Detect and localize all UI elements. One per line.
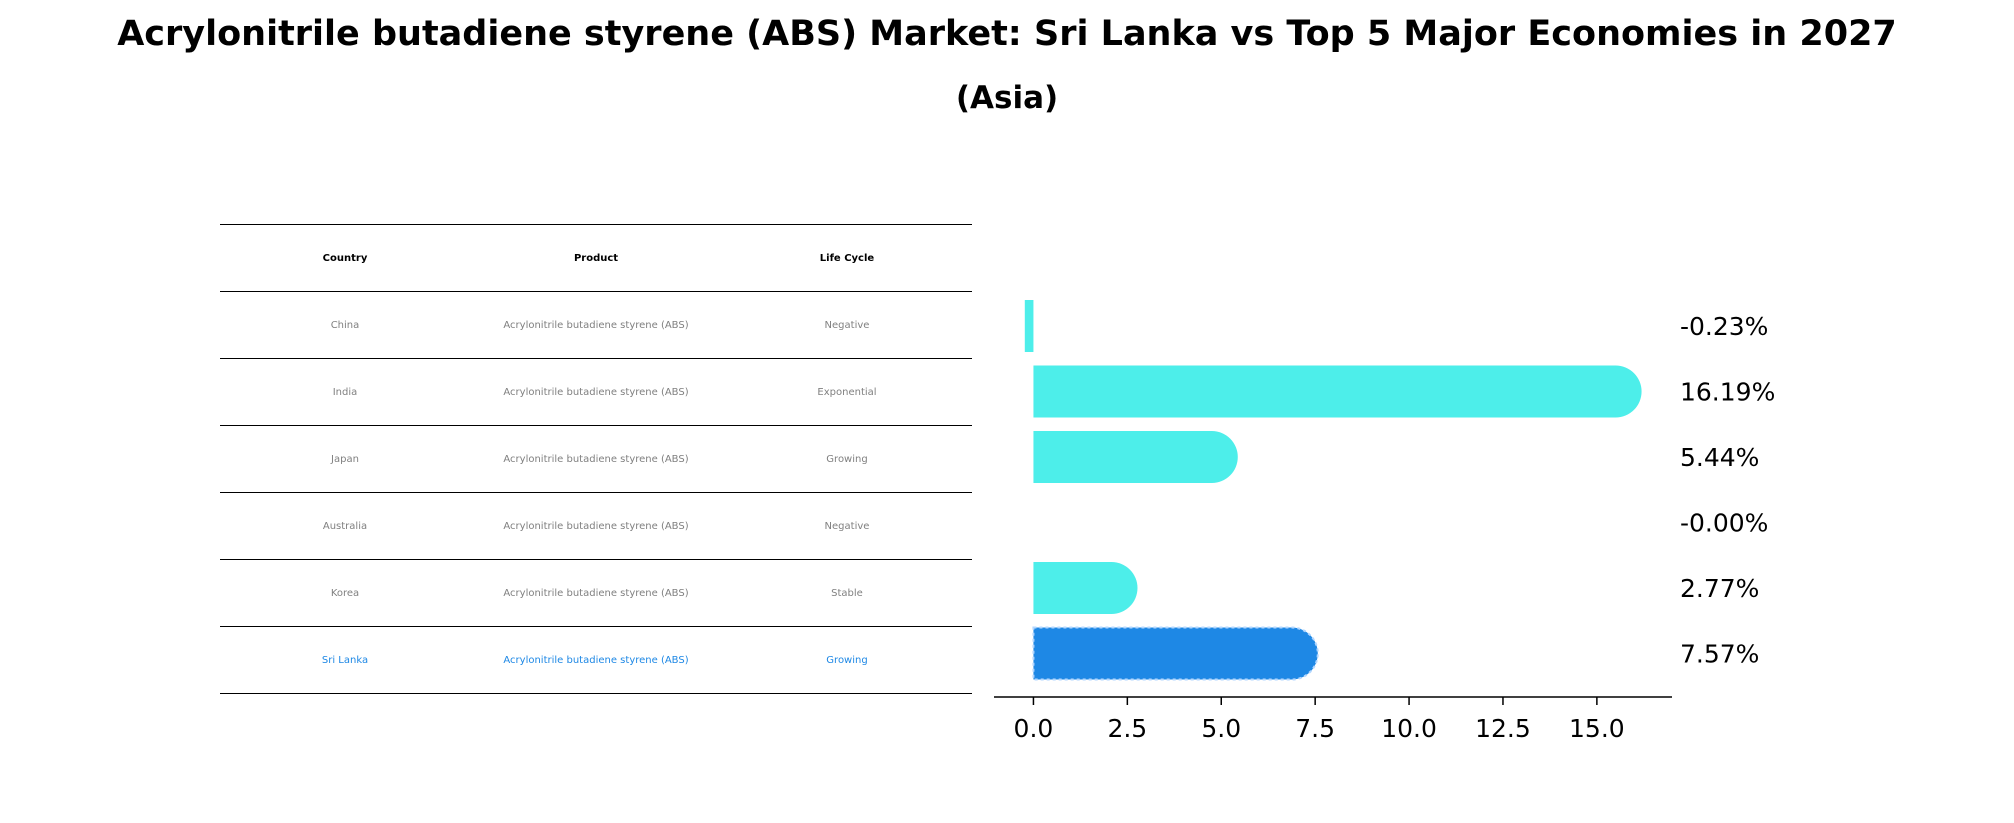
x-tick-label: 7.5 <box>1295 714 1335 743</box>
cell-product: Acrylonitrile butadiene styrene (ABS) <box>503 654 689 666</box>
x-tick-label: 0.0 <box>1014 714 1054 743</box>
cell-product: Acrylonitrile butadiene styrene (ABS) <box>503 520 689 532</box>
value-label-australia: -0.00% <box>1680 509 1768 538</box>
bar-sri-lanka <box>1033 627 1318 680</box>
cell-product: Acrylonitrile butadiene styrene (ABS) <box>503 319 689 331</box>
cell-product: Acrylonitrile butadiene styrene (ABS) <box>503 386 689 398</box>
cell-product: Acrylonitrile butadiene styrene (ABS) <box>503 453 689 465</box>
x-tick-label: 5.0 <box>1201 714 1241 743</box>
value-label-korea: 2.77% <box>1680 574 1759 603</box>
value-label-india: 16.19% <box>1680 378 1775 407</box>
value-label-china: -0.23% <box>1680 312 1768 341</box>
header-country: Country <box>322 252 368 264</box>
data-table: Country Product Life Cycle China Acrylon… <box>220 224 972 694</box>
cell-country: Sri Lanka <box>321 654 369 666</box>
x-tick-label: 2.5 <box>1107 714 1147 743</box>
cell-country: Australia <box>322 520 368 532</box>
cell-country: Japan <box>331 453 359 465</box>
cell-life-cycle: Negative <box>824 520 870 532</box>
table-header-row: Country Product Life Cycle <box>220 224 972 291</box>
value-label-japan: 5.44% <box>1680 443 1759 472</box>
value-label-sri-lanka: 7.57% <box>1680 640 1759 669</box>
x-tick-label: 12.5 <box>1475 714 1531 743</box>
cell-country: China <box>330 319 360 331</box>
table-row: Australia Acrylonitrile butadiene styren… <box>220 492 972 559</box>
cell-country: Korea <box>330 587 360 599</box>
cell-life-cycle: Growing <box>826 453 868 465</box>
bar-japan <box>1033 431 1238 483</box>
cell-life-cycle: Growing <box>826 654 868 666</box>
bar-korea <box>1033 562 1138 614</box>
chart-subtitle: (Asia) <box>955 80 1059 116</box>
x-tick-label: 10.0 <box>1381 714 1437 743</box>
table-row: China Acrylonitrile butadiene styrene (A… <box>220 291 972 358</box>
chart-title: Acrylonitrile butadiene styrene (ABS) Ma… <box>117 14 1897 54</box>
x-tick-label: 15.0 <box>1569 714 1625 743</box>
bar-china <box>1024 300 1034 352</box>
header-product: Product <box>573 252 619 264</box>
table-row: Korea Acrylonitrile butadiene styrene (A… <box>220 559 972 626</box>
cell-country: India <box>332 386 358 398</box>
cell-life-cycle: Stable <box>831 587 863 599</box>
table-row-highlighted: Sri Lanka Acrylonitrile butadiene styren… <box>220 626 972 694</box>
bar-india <box>1033 365 1642 418</box>
cell-life-cycle: Negative <box>824 319 870 331</box>
cell-life-cycle: Exponential <box>817 386 877 398</box>
bar-outline-sri-lanka <box>1032 626 1319 681</box>
table-row: Japan Acrylonitrile butadiene styrene (A… <box>220 425 972 492</box>
header-life-cycle: Life Cycle <box>819 252 875 264</box>
table-row: India Acrylonitrile butadiene styrene (A… <box>220 358 972 425</box>
cell-product: Acrylonitrile butadiene styrene (ABS) <box>503 587 689 599</box>
